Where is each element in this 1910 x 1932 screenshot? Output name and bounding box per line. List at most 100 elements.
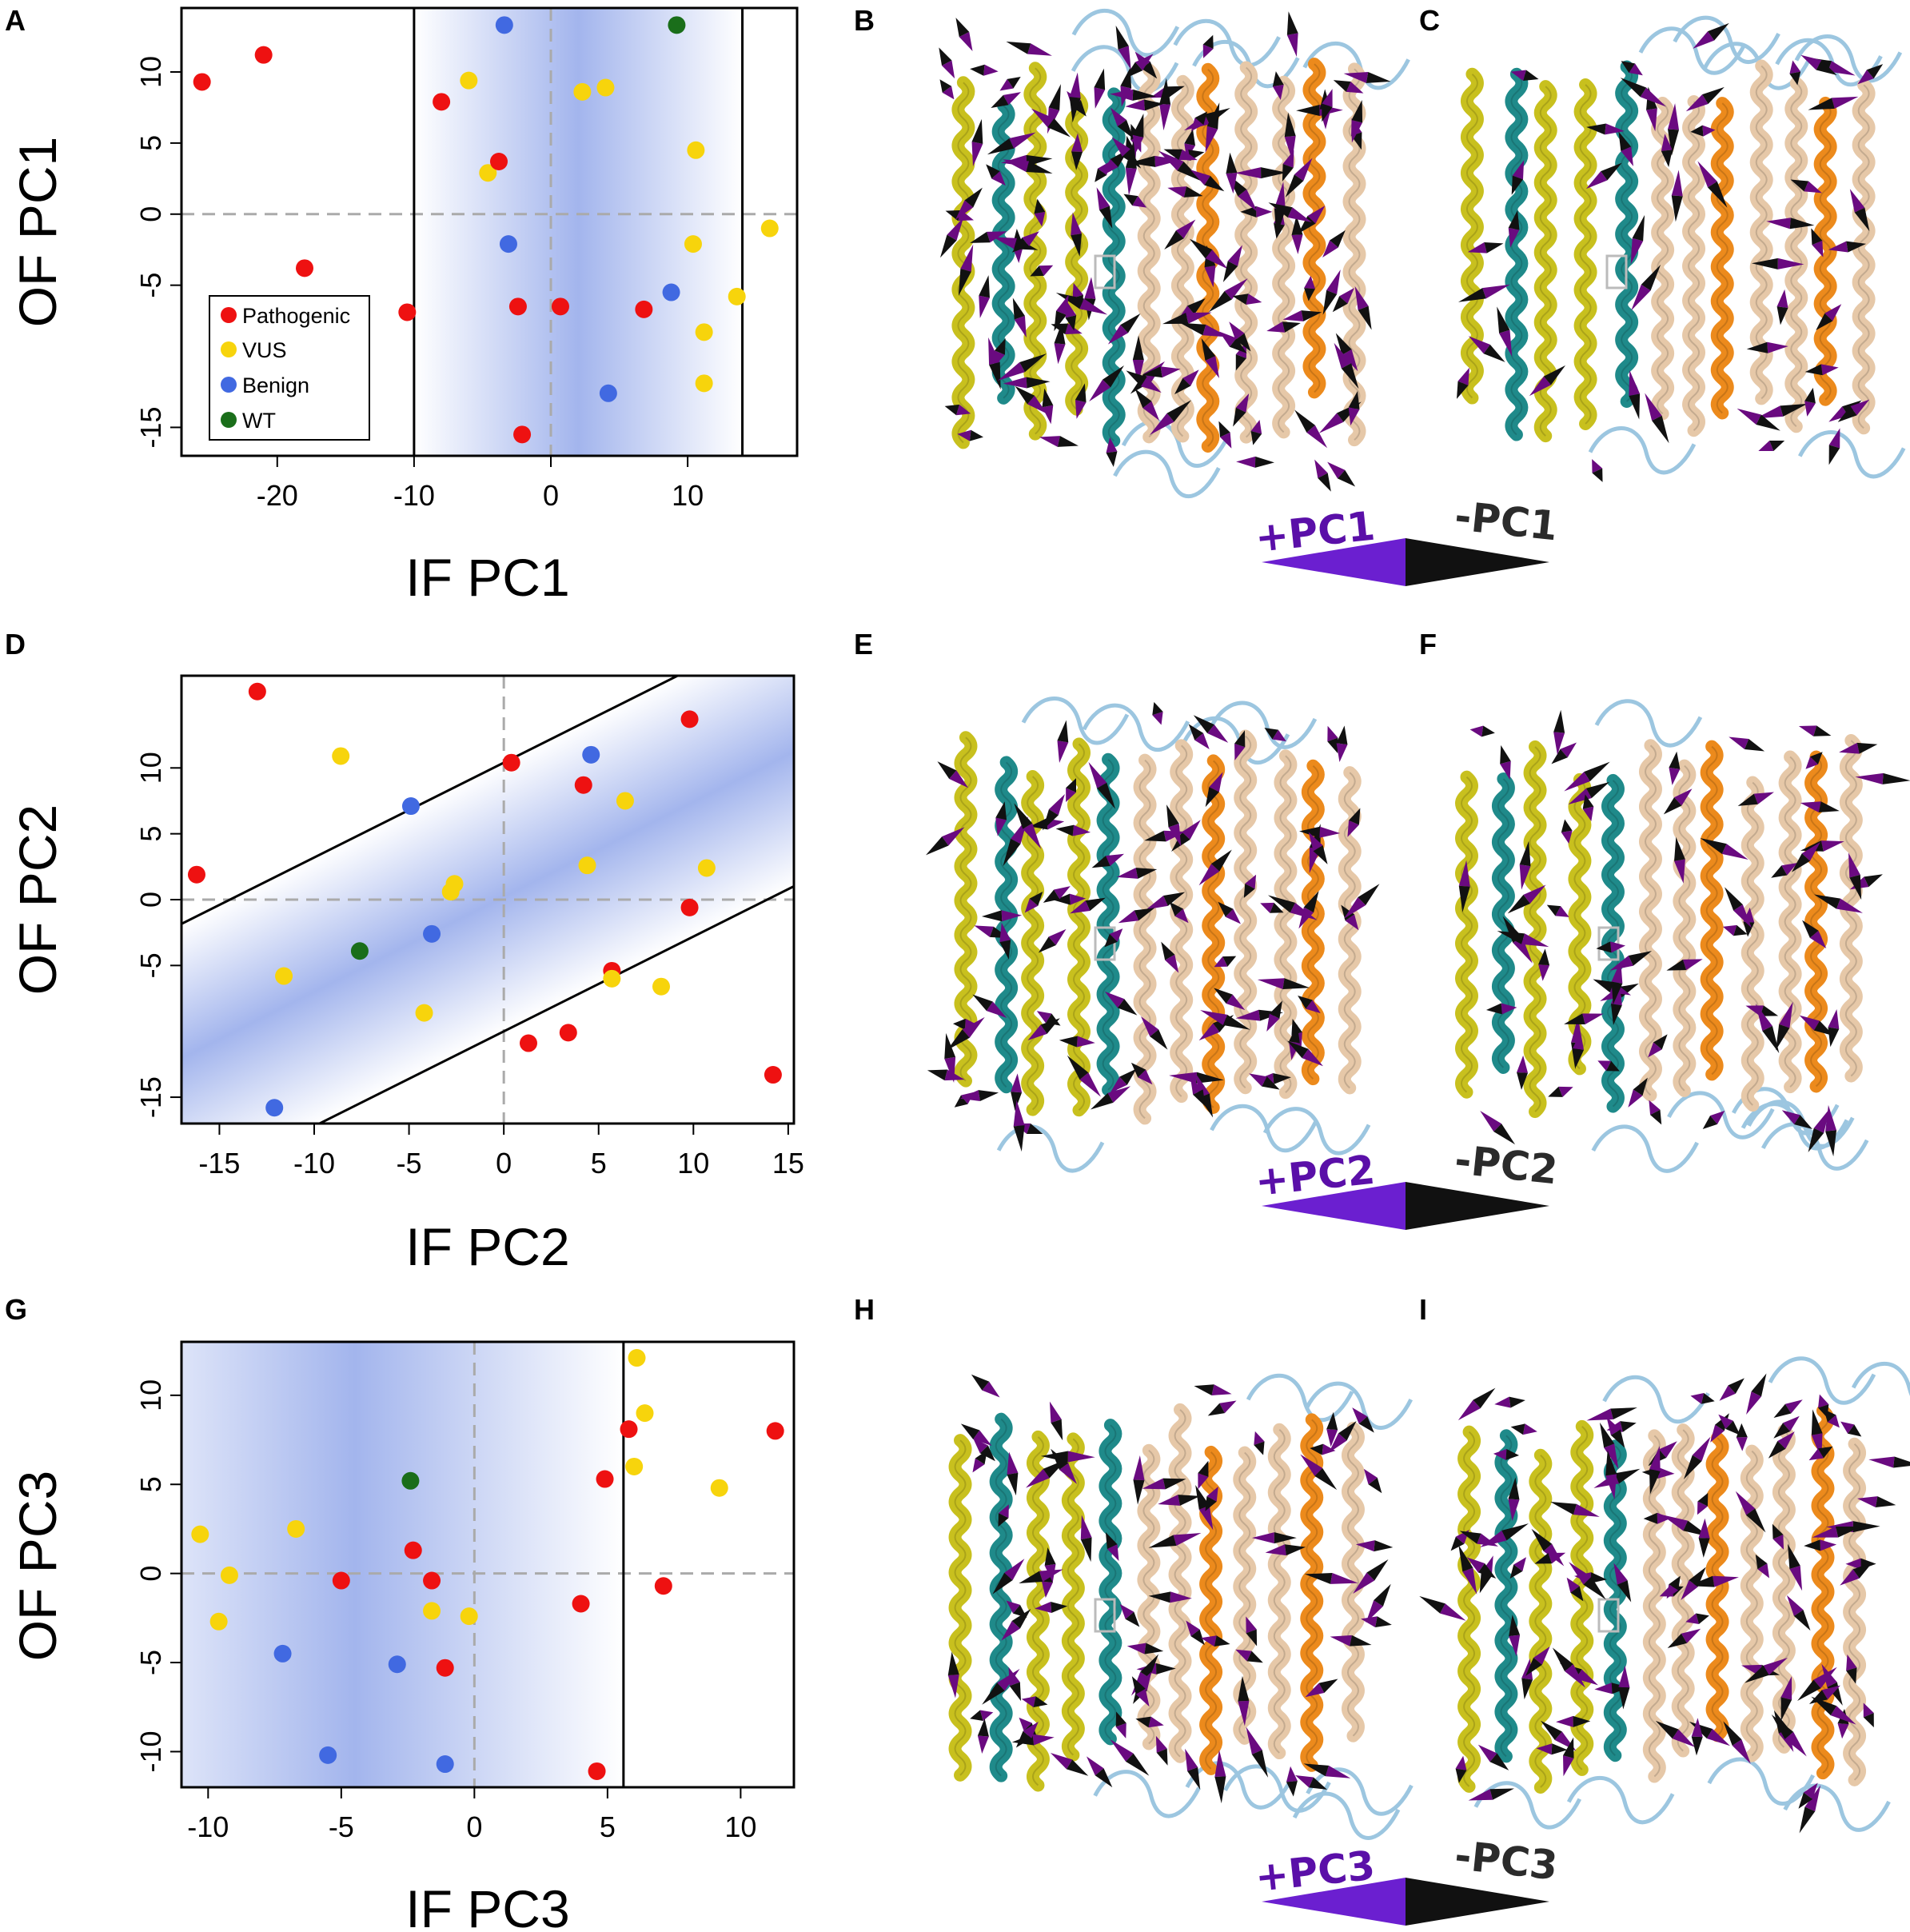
helix-edge [1609,1445,1621,1756]
helix [1301,759,1325,1086]
helix-edge [1810,756,1823,1088]
band-d [181,676,794,1124]
motion-arrow-minus [1194,1384,1214,1395]
motion-arrow-minus [958,268,971,296]
motion-arrow-plus [1132,359,1144,385]
motion-arrow-plus [1214,956,1228,968]
motion-arrow-plus [1849,189,1865,213]
pc2-direction-legend: +PC2 -PC2 [1253,1136,1560,1230]
x-axis-title-d: IF PC2 [405,1217,569,1276]
motion-arrow-plus [1272,729,1286,742]
motion-arrow-minus [1085,897,1106,911]
data-point-pathogenic [296,259,313,277]
motion-arrow-plus [942,86,955,100]
motion-arrow-plus [1086,1756,1104,1776]
data-point-pathogenic [254,46,273,64]
y-tick-label: 5 [134,826,167,842]
data-point-vus [479,164,497,182]
motion-arrow-plus [1305,1683,1325,1698]
motion-arrow-plus [1766,218,1791,230]
motion-arrow-minus [1164,230,1184,249]
motion-arrow-plus [1249,1073,1267,1087]
motion-arrow-minus [1852,1562,1873,1579]
motion-arrow-minus [1814,894,1840,909]
pc1-minus-label: -PC1 [1453,493,1560,549]
motion-arrow-plus [991,171,1006,186]
motion-arrow-plus [1646,108,1657,132]
motion-arrow-minus [1232,293,1249,305]
data-point-pathogenic [433,93,451,111]
motion-arrow-minus [1026,377,1051,389]
motion-arrow-plus [1856,1496,1878,1507]
motion-arrow-plus [1190,118,1204,131]
motion-arrow-minus [1150,1029,1168,1050]
motion-arrow-minus [1606,1060,1620,1072]
motion-arrow-minus [1119,1068,1137,1085]
motion-arrow-plus [1469,725,1484,737]
motion-arrow-minus [1301,310,1322,321]
motion-arrow-plus [1784,1731,1807,1757]
motion-arrow-minus [1135,868,1158,879]
loop [1173,18,1281,68]
motion-arrow-minus [1104,933,1118,948]
y-tick-label: -15 [134,406,167,448]
motion-arrow-minus [1348,390,1360,409]
helix-edge [1500,1435,1513,1758]
motion-arrow-plus [1026,1468,1050,1488]
data-point-pathogenic [398,303,417,321]
motion-arrow-plus [1034,211,1046,227]
motion-arrow-plus [1500,760,1511,780]
motion-arrow-minus [1289,1024,1300,1044]
motion-arrow-minus [1194,111,1208,126]
motion-arrow-plus [1205,126,1218,154]
motion-arrow-minus [1193,1089,1206,1107]
motion-arrow-plus [1836,898,1863,913]
motion-arrow-plus [1560,742,1577,758]
motion-arrow-minus [1287,1040,1309,1059]
motion-arrow-minus [1621,61,1636,74]
protein-structure-pc1-front-icon [939,8,1410,499]
motion-arrow-minus [1296,104,1320,116]
motion-arrow-plus [1308,832,1323,852]
motion-arrow-plus [1457,367,1469,385]
data-point-vus [697,859,716,877]
motion-arrow-minus [1163,892,1186,906]
motion-arrow-plus [1070,900,1091,914]
motion-arrow-plus [1291,234,1303,254]
x-tick-label: 15 [772,1147,804,1180]
motion-arrow-plus [1521,1658,1533,1680]
motion-arrow-plus [1319,826,1341,838]
motion-arrow-plus [1820,840,1844,852]
motion-arrow-plus [1041,1581,1053,1599]
motion-arrow-minus [1204,175,1225,192]
motion-arrow-minus [1610,1407,1637,1420]
motion-arrow-plus [1204,265,1216,288]
motion-arrow-plus [1812,240,1824,257]
motion-arrow-minus [939,47,952,66]
motion-arrow-plus [1753,792,1774,804]
motion-arrow-minus [1274,208,1286,238]
motion-arrow-plus [1586,1408,1613,1421]
data-point-vus [220,1566,238,1584]
scatter-panel-d: D -15 -10 -5 0 5 10 15 -15 -5 0 5 10 IF PC2 OF PC2 [5,628,804,1276]
scatter-panel-g: G -10 -5 0 5 10 -10 -5 0 5 10 IF PC3 OF PC3 [5,1293,796,1932]
motion-arrow-plus [1755,1004,1772,1032]
data-point-vus [596,78,615,97]
motion-arrow-plus [1609,956,1633,971]
motion-arrow-plus [959,1090,980,1101]
motion-arrow-plus [1013,1100,1025,1127]
loop [1473,1781,1582,1830]
data-point-vus [687,141,705,159]
motion-arrow-minus [1610,1429,1625,1448]
motion-arrow-plus [1477,1744,1497,1762]
motion-arrow-minus [1745,739,1765,752]
motion-arrow-plus [1672,1729,1696,1747]
motion-arrow-plus [1564,1664,1585,1688]
motion-arrow-plus [1366,1600,1383,1623]
motion-arrow-minus [1071,100,1087,117]
panel-letter-c: C [1419,4,1440,37]
motion-arrow-minus [1856,742,1878,754]
helix [1202,754,1226,1114]
motion-arrow-minus [1813,725,1832,736]
ticks-d: -15 -10 -5 0 5 10 15 -15 -5 0 5 10 [134,752,804,1180]
